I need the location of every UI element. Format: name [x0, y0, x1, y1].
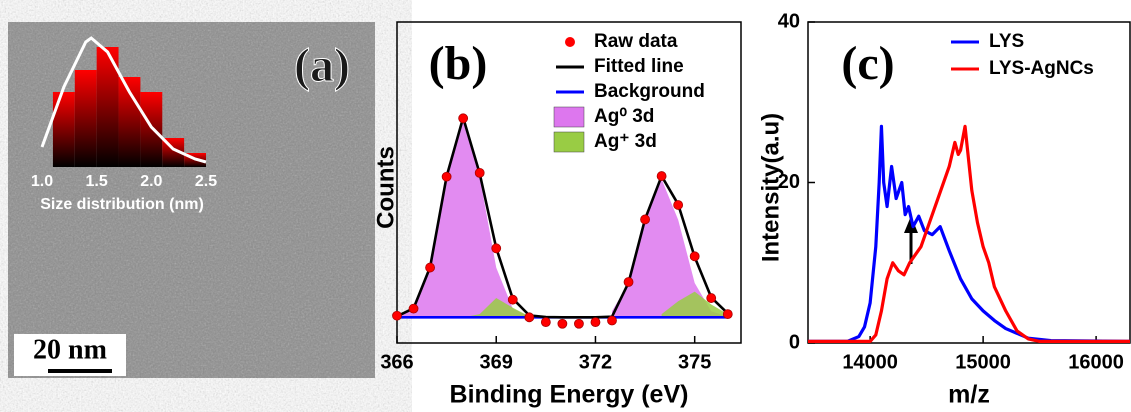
- legend-label: Background: [594, 81, 705, 102]
- x-tick-label: 369: [480, 351, 513, 373]
- x-axis-label: Size distribution (nm): [40, 196, 204, 213]
- data-point: [574, 318, 584, 329]
- component-area: [397, 118, 728, 318]
- histogram-bar: [74, 70, 97, 167]
- data-point: [656, 171, 667, 181]
- data-point: [640, 214, 650, 225]
- data-point: [408, 303, 419, 314]
- scale-bar-label: 20 nm: [33, 334, 107, 365]
- panel-label: (b): [429, 37, 488, 90]
- y-tick-label: 40: [778, 10, 800, 32]
- legend-label: LYS: [989, 31, 1024, 52]
- data-point: [673, 200, 684, 210]
- data-point: [392, 310, 402, 321]
- series-line: [808, 124, 1131, 343]
- legend-label: Ag⁺ 3d: [594, 131, 657, 152]
- x-axis-label: m/z: [948, 381, 990, 409]
- x-axis-label: Binding Energy (eV): [450, 381, 689, 409]
- data-point: [706, 293, 717, 303]
- data-point: [607, 315, 617, 326]
- legend-label: Fitted line: [594, 56, 684, 77]
- legend-marker: [553, 131, 585, 153]
- data-point: [441, 171, 452, 182]
- data-point: [623, 277, 634, 287]
- legend-marker: [553, 106, 585, 128]
- x-tick-label: 1.0: [31, 173, 53, 190]
- data-point: [540, 317, 551, 328]
- data-point: [689, 251, 700, 262]
- x-tick-label: 366: [380, 351, 413, 373]
- panel-label: (c): [841, 37, 894, 90]
- x-tick-label: 16000: [1068, 351, 1124, 373]
- y-tick-label: 0: [789, 331, 800, 353]
- data-point: [722, 309, 733, 320]
- legend-label: LYS-AgNCs: [989, 58, 1094, 79]
- series-line: [808, 124, 1130, 343]
- plot-frame: [396, 21, 742, 344]
- scale-bar: [48, 369, 112, 373]
- histogram-bar: [52, 92, 75, 167]
- data-point: [458, 113, 469, 124]
- fit-curve: [40, 36, 207, 164]
- data-point: [590, 317, 601, 328]
- series-line: [396, 116, 729, 319]
- legend-label: Raw data: [594, 31, 678, 52]
- x-tick-label: 375: [678, 351, 711, 373]
- data-point: [491, 243, 502, 254]
- y-axis-label: Counts: [372, 146, 399, 229]
- histogram-bar: [140, 92, 163, 167]
- histogram-bar: [96, 47, 119, 167]
- data-point: [507, 294, 518, 305]
- y-tick-label: 20: [778, 171, 800, 193]
- legend-marker: [565, 37, 575, 47]
- tem-texture: [8, 22, 375, 378]
- x-tick-label: 372: [579, 351, 612, 373]
- component-area: [463, 291, 728, 318]
- panel-label: (a): [294, 39, 350, 92]
- y-axis-label: Intensity(a.u): [757, 113, 784, 262]
- x-tick-label: 2.5: [195, 173, 217, 190]
- x-tick-label: 1.5: [86, 173, 108, 190]
- x-tick-label: 15000: [955, 351, 1011, 373]
- x-tick-label: 14000: [842, 351, 898, 373]
- data-point: [474, 167, 485, 178]
- x-tick-label: 2.0: [140, 173, 162, 190]
- data-point: [524, 312, 535, 323]
- data-point: [557, 318, 568, 329]
- data-point: [425, 262, 435, 273]
- legend-label: Ag⁰ 3d: [594, 106, 654, 127]
